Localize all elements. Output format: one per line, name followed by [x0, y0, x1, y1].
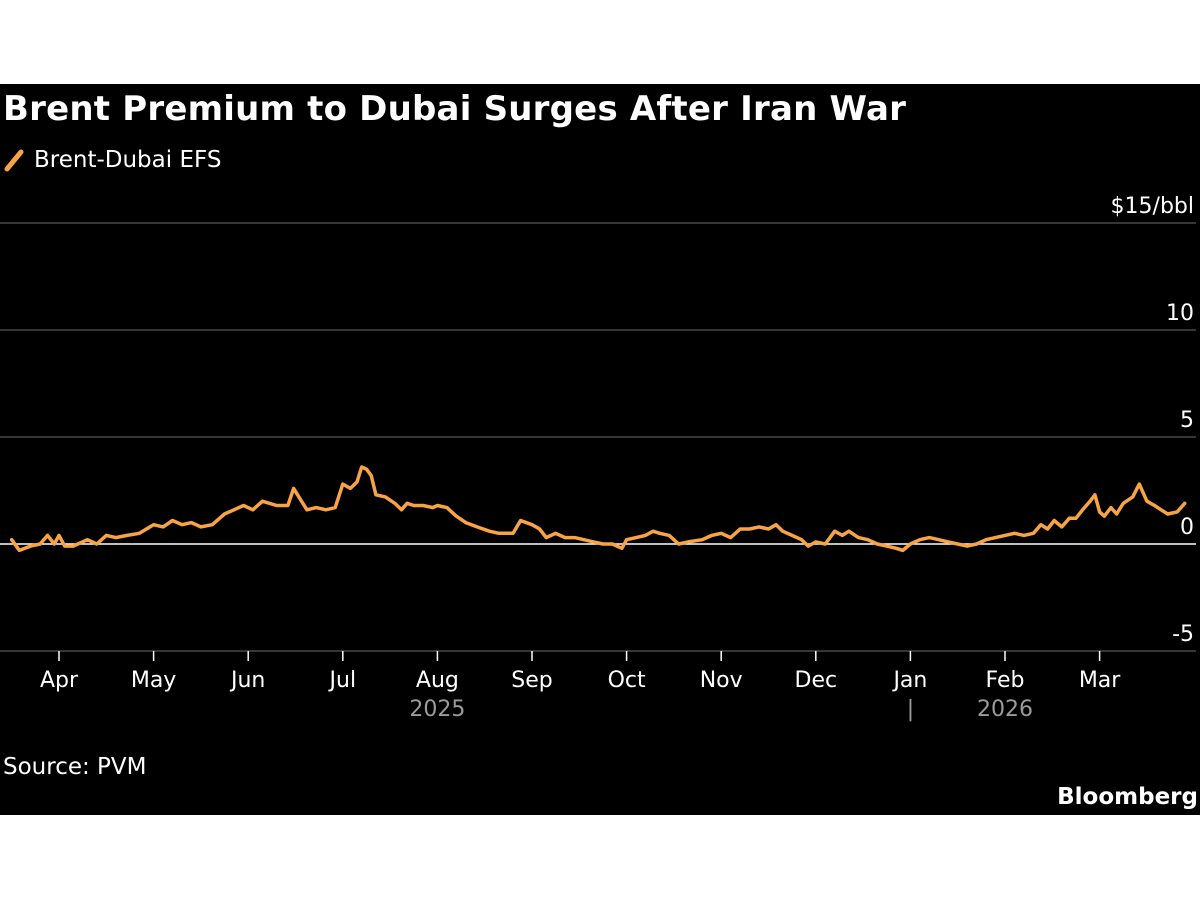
y-tick-label-1: 10 [1166, 301, 1194, 326]
chart-panel: Brent Premium to Dubai Surges After Iran… [0, 84, 1200, 815]
year-divider: | [907, 697, 914, 722]
x-tick-label-sep: Sep [511, 668, 552, 693]
x-tick-label-oct: Oct [608, 668, 646, 693]
y-tick-label-4: -5 [1172, 622, 1194, 647]
x-tick-label-feb: Feb [986, 668, 1025, 693]
chart-title: Brent Premium to Dubai Surges After Iran… [3, 89, 907, 129]
y-tick-labels: $15/bbl 10 5 0 -5 [1111, 194, 1194, 647]
x-tick-label-may: May [131, 668, 176, 693]
x-tick-label-jul: Jul [328, 668, 357, 693]
x-tick-label-jun: Jun [229, 668, 265, 693]
x-tick-label-jan: Jan [891, 668, 927, 693]
year-label-2026: 2026 [977, 697, 1033, 722]
y-tick-label-0: $15/bbl [1111, 194, 1194, 219]
x-tick-label-dec: Dec [795, 668, 838, 693]
year-label-2025: 2025 [409, 697, 465, 722]
x-axis: Apr May Jun Jul Aug Sep Oct Nov Dec Jan Feb Mar 2025… [40, 651, 1121, 722]
y-tick-label-3: 0 [1180, 515, 1194, 540]
source-note: Source: PVM [3, 754, 147, 780]
y-tick-label-2: 5 [1180, 408, 1194, 433]
x-tick-label-apr: Apr [40, 668, 79, 693]
legend-label-brent-dubai: Brent-Dubai EFS [34, 147, 222, 173]
bloomberg-logo: Bloomberg [1057, 784, 1198, 810]
line-chart: $15/bbl 10 5 0 -5 Apr May Jun Jul Aug Sep Oct Nov De… [0, 194, 1196, 722]
series-line-brent-dubai-efs [9, 465, 1187, 553]
x-tick-label-aug: Aug [416, 668, 459, 693]
legend: Brent-Dubai EFS [4, 146, 221, 174]
gridlines [0, 222, 1196, 652]
series-layer [9, 465, 1187, 553]
x-tick-label-mar: Mar [1079, 668, 1121, 693]
x-tick-label-nov: Nov [700, 668, 743, 693]
legend-swatch-brent-dubai [4, 149, 24, 172]
